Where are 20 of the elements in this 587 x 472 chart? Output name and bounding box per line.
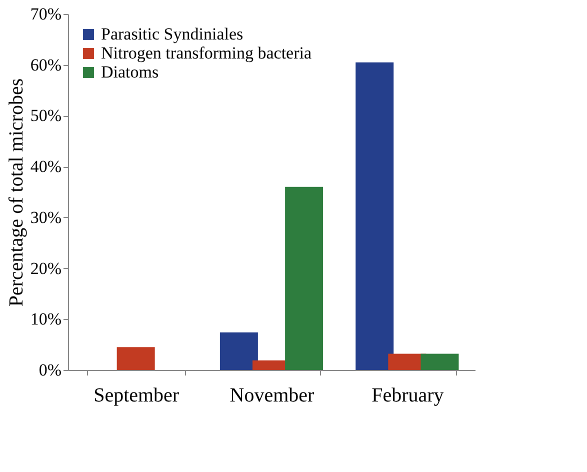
y-tick-label: 60% [30,55,62,74]
bar [116,347,155,370]
y-tick-label: 30% [30,208,62,227]
x-tick-label: September [94,384,180,406]
bar [285,186,324,370]
y-tick-label: 50% [30,106,62,126]
x-tick-label: February [372,384,444,406]
legend-label: Diatoms [101,62,159,82]
legend-label: Parasitic Syndiniales [101,24,244,44]
y-tick-label: 40% [30,157,62,176]
x-tick-label: November [230,384,315,406]
y-tick-label: 70% [30,4,62,24]
y-tick-label: 20% [30,258,62,278]
bar [356,62,394,370]
y-tick-label: 0% [38,360,62,380]
y-axis-title: Percentage of total microbes [5,78,28,307]
bar [420,354,459,370]
legend-label: Nitrogen transforming bacteria [101,44,312,62]
bar [220,332,258,370]
y-tick-label: 10% [30,310,62,329]
